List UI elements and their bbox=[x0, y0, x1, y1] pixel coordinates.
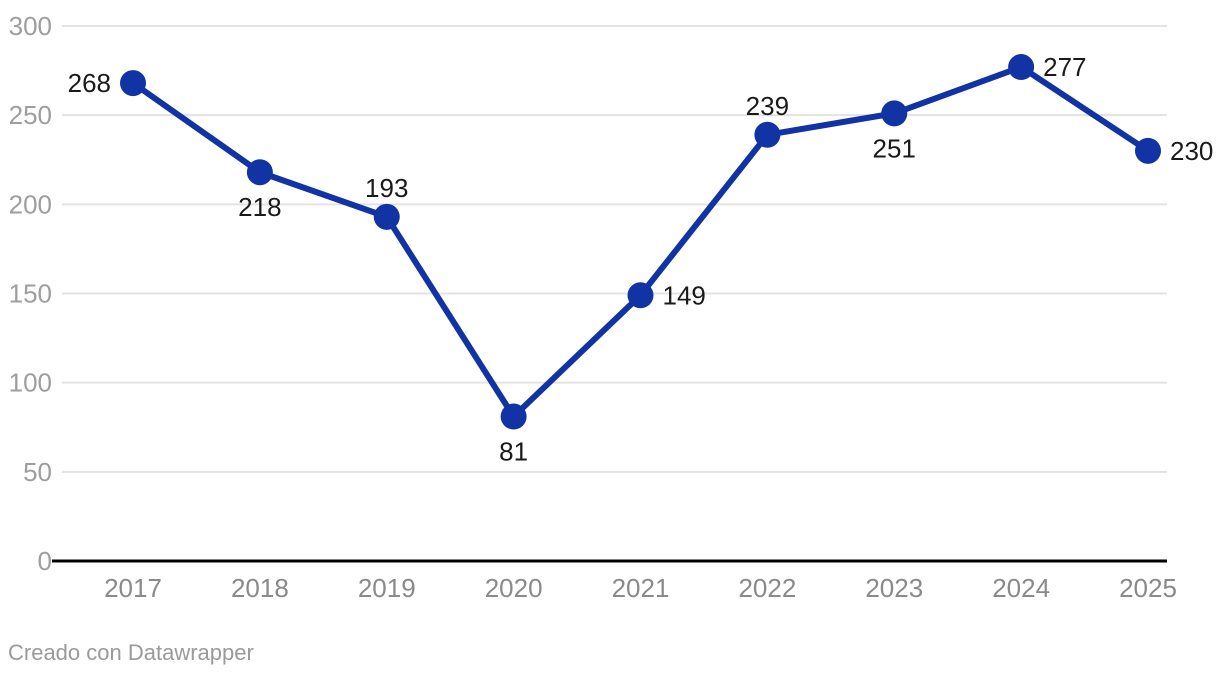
data-value-label: 277 bbox=[1043, 52, 1086, 82]
x-axis-tick-label: 2022 bbox=[738, 573, 796, 603]
data-value-label: 239 bbox=[746, 91, 789, 121]
data-value-label: 81 bbox=[499, 437, 528, 467]
data-point-2021[interactable] bbox=[627, 282, 654, 309]
y-axis-tick-label: 50 bbox=[23, 457, 52, 487]
x-axis-tick-label: 2020 bbox=[485, 573, 543, 603]
x-axis-tick-label: 2021 bbox=[612, 573, 670, 603]
data-point-2020[interactable] bbox=[500, 403, 527, 430]
y-axis-tick-label: 200 bbox=[9, 189, 52, 219]
data-value-label: 251 bbox=[873, 133, 916, 163]
y-axis-tick-label: 150 bbox=[9, 279, 52, 309]
x-axis-tick-label: 2019 bbox=[358, 573, 416, 603]
x-axis-tick-label: 2023 bbox=[865, 573, 923, 603]
line-series bbox=[130, 64, 1151, 420]
data-point-2023[interactable] bbox=[881, 100, 908, 127]
data-point-2025[interactable] bbox=[1135, 137, 1161, 164]
data-point-2019[interactable] bbox=[373, 203, 400, 230]
data-point-2022[interactable] bbox=[754, 121, 781, 148]
data-value-label: 149 bbox=[663, 280, 706, 310]
x-axis-tick-label: 2025 bbox=[1119, 573, 1177, 603]
data-point-2018[interactable] bbox=[246, 159, 273, 186]
data-point-2024[interactable] bbox=[1008, 54, 1035, 81]
y-axis-tick-label: 250 bbox=[9, 100, 52, 130]
x-axis-tick-label: 2024 bbox=[992, 573, 1050, 603]
y-axis-tick-label: 0 bbox=[38, 546, 52, 576]
data-value-label: 230 bbox=[1170, 136, 1213, 166]
datawrapper-attribution: Creado con Datawrapper bbox=[8, 640, 254, 665]
y-axis-tick-label: 300 bbox=[9, 11, 52, 41]
data-value-label: 268 bbox=[68, 68, 111, 98]
data-value-label: 218 bbox=[238, 192, 281, 222]
data-point-2017[interactable] bbox=[120, 70, 146, 97]
x-axis-tick-label: 2018 bbox=[231, 573, 289, 603]
x-axis-tick-label: 2017 bbox=[104, 573, 162, 603]
data-value-label: 193 bbox=[365, 173, 408, 203]
y-axis-tick-label: 100 bbox=[9, 368, 52, 398]
